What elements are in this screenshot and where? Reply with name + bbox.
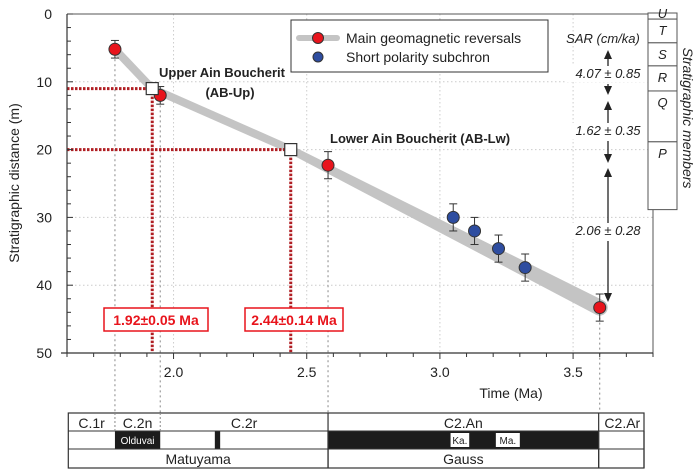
x-tick-label: 3.0 (430, 364, 450, 380)
main-reversal-point (593, 301, 607, 315)
legend-main-marker (312, 32, 324, 44)
subchron-point (468, 224, 482, 238)
strat-member-r (647, 65, 678, 92)
sar-label-bg (566, 223, 650, 239)
arrow-down-icon (604, 293, 612, 302)
age-model-band (112, 46, 156, 92)
x-tick-label: 2.5 (297, 364, 317, 380)
epoch-label: Matuyama (165, 451, 231, 467)
strat-member-label: Q (657, 95, 667, 110)
strat-members-title: Stratigraphic members (680, 48, 696, 189)
normal-polarity-block (214, 431, 221, 449)
subchron-point (446, 210, 460, 224)
x-tick-label: 2.0 (164, 364, 184, 380)
age-model-band (288, 146, 604, 315)
sar-value: 2.06 ± 0.28 (575, 223, 642, 238)
strat-member-label: P (658, 146, 667, 161)
subchron-point (492, 242, 506, 256)
age-label-box (103, 307, 209, 332)
chron-label: C.2r (231, 415, 258, 431)
legend-subchron-label: Short polarity subchron (346, 49, 490, 65)
strat-member-label: U (658, 6, 668, 21)
olduvai-label: Olduvai (121, 436, 155, 447)
annotation-upper-label: Upper Ain Boucherit (159, 65, 286, 80)
main-reversal-point (321, 158, 335, 172)
subchron-label: Ka. (452, 436, 467, 447)
subchron-gap (495, 433, 520, 447)
strat-member-p (647, 141, 678, 211)
chron-label: C2.Ar (604, 415, 640, 431)
boundary-marker (284, 143, 298, 157)
chron-label: C.2n (123, 415, 153, 431)
age-label: 1.92±0.05 Ma (113, 312, 199, 328)
arrow-down-icon (604, 86, 612, 95)
age-label: 2.44±0.14 Ma (251, 312, 337, 328)
y-tick-label: 40 (36, 277, 52, 293)
arrow-up-icon (604, 101, 612, 110)
legend-box (290, 19, 549, 73)
strat-member-label: T (659, 23, 668, 38)
subchron-gap (450, 433, 470, 447)
x-tick-label: 3.5 (563, 364, 583, 380)
normal-polarity-block (114, 431, 161, 449)
strat-member-label: R (658, 70, 667, 85)
age-label-box (244, 307, 344, 332)
sar-title: SAR (cm/ka) (566, 31, 640, 46)
sar-value: 1.62 ± 0.35 (576, 123, 642, 138)
strat-member-label: S (658, 47, 667, 62)
main-reversal-point (108, 42, 122, 56)
strat-member-q (647, 90, 678, 143)
y-tick-label: 30 (36, 209, 52, 225)
chron-label: C2.An (444, 415, 483, 431)
y-tick-label: 0 (44, 6, 52, 22)
arrow-up-icon (604, 50, 612, 59)
subchron-point (518, 261, 532, 275)
arrow-up-icon (604, 168, 612, 177)
annotation-upper-sublabel: (AB-Up) (205, 85, 254, 100)
y-tick-label: 20 (36, 142, 52, 158)
legend-main-label: Main geomagnetic reversals (346, 30, 521, 46)
annotation-lower-label: Lower Ain Boucherit (AB-Lw) (330, 131, 510, 146)
y-tick-label: 10 (36, 74, 52, 90)
arrow-down-icon (604, 154, 612, 163)
y-tick-label: 50 (36, 345, 52, 361)
legend-subchron-marker (312, 51, 324, 63)
epoch-label: Gauss (443, 451, 483, 467)
sar-label-bg (566, 123, 650, 139)
subchron-label: Ma. (499, 436, 516, 447)
age-model-band (150, 84, 293, 154)
sar-value: 4.07 ± 0.85 (576, 66, 642, 81)
x-axis-label: Time (Ma) (479, 385, 542, 401)
sar-label-bg (566, 66, 650, 82)
chron-label: C.1r (78, 415, 105, 431)
boundary-marker (145, 81, 159, 96)
y-axis-label: Stratigraphic distance (m) (6, 103, 22, 263)
